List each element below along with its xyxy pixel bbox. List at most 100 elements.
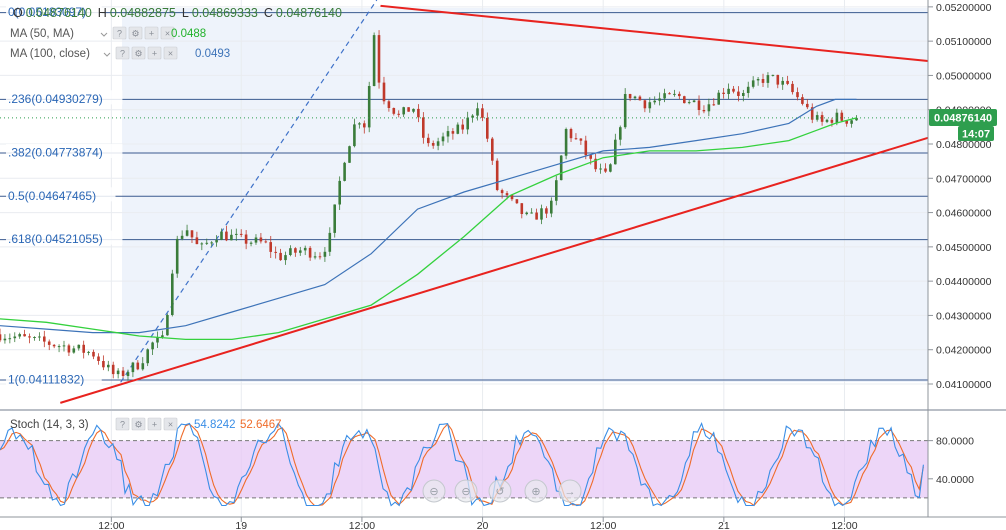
price-axis-background [929, 0, 1006, 408]
stoch-legend-buttons[interactable]: ? ⚙ + × [115, 417, 178, 431]
candle-body [732, 88, 735, 92]
price-axis-label: 0.04700000 [936, 173, 992, 185]
high-value: 0.04882875 [110, 6, 176, 20]
ma50-legend-label: MA (50, MA) [10, 28, 74, 40]
legend-mini-button[interactable] [112, 26, 127, 40]
candle-body [555, 180, 558, 201]
candle-body [663, 93, 666, 99]
candle-body [633, 96, 637, 99]
candle-body [57, 346, 61, 348]
candle-body [62, 345, 66, 347]
price-axis-label: 0.04300000 [936, 310, 992, 322]
candle-body [171, 273, 174, 315]
countdown-value: 14:07 [962, 129, 990, 141]
legend-mini-button[interactable] [144, 26, 159, 40]
legend-mini-button[interactable] [147, 417, 162, 431]
candle-body [441, 136, 445, 142]
candle-body [318, 256, 322, 258]
time-axis-label: 19 [235, 520, 247, 530]
toolbar-round-button[interactable] [454, 479, 478, 503]
candle-body [746, 86, 750, 93]
legend-mini-button[interactable] [163, 417, 178, 431]
candle-body [446, 131, 450, 137]
low-value: 0.04869333 [192, 6, 258, 20]
candle-body [0, 334, 2, 341]
candle-body [67, 345, 71, 353]
candle-body [3, 338, 7, 341]
toolbar-round-button[interactable] [488, 479, 512, 503]
candle-body [604, 168, 607, 172]
price-axis-label: 0.05200000 [936, 2, 992, 14]
candle-body [840, 112, 844, 121]
legend-button-icon: + [152, 49, 157, 59]
toolbar-round-button[interactable] [524, 479, 548, 503]
legend-mini-button[interactable] [163, 46, 178, 60]
candle-body [697, 100, 701, 110]
fib-level-labels: 0(0.05183097) .236(0.04930279) .382(0.0477… [6, 3, 123, 386]
candle-body [303, 247, 307, 251]
candle-body [422, 117, 425, 138]
time-axis-label: 21 [718, 520, 730, 530]
moving-average-lines [0, 98, 928, 341]
legend-mini-button[interactable] [115, 46, 130, 60]
last-price-badge: 0.04876140 14:07 [929, 109, 997, 141]
legend-mini-button[interactable] [147, 46, 162, 60]
legend-mini-button[interactable] [131, 46, 146, 60]
candle-body [495, 160, 499, 190]
fib-label-bg [6, 90, 123, 105]
candle-body [722, 92, 725, 94]
candle-body [239, 233, 243, 235]
candle-body [668, 93, 671, 95]
candle-body [407, 107, 410, 112]
candle-body [609, 164, 612, 172]
fib-label-bg [6, 230, 123, 245]
ma50-legend[interactable]: MA (50, MA) ? ⚙ + × 0.0488 [10, 26, 206, 40]
chevron-down-icon [100, 32, 108, 37]
candle-body [215, 239, 218, 243]
fib-anchor-line [120, 0, 378, 383]
stoch-legend[interactable]: Stoch (14, 3, 3) ? ⚙ + × 54.8242 52.6467 [10, 417, 282, 431]
candle-body [653, 100, 656, 103]
low-label: L [182, 6, 189, 20]
ma100-legend-buttons[interactable]: ? ⚙ + × [103, 46, 178, 60]
price-axis-label: 0.04600000 [936, 208, 992, 220]
candle-body [559, 155, 563, 181]
open-value: 0.04876140 [26, 6, 92, 20]
candle-body [466, 117, 469, 130]
candle-body [751, 80, 755, 87]
legend-mini-button[interactable] [160, 26, 175, 40]
candle-body [38, 336, 41, 338]
candle-body [628, 94, 632, 99]
candle-body [230, 234, 233, 241]
stoch-axis-label: 40.0000 [936, 474, 974, 486]
candle-body [28, 336, 31, 338]
candle-body [353, 124, 356, 147]
ma100-legend[interactable]: MA (100, close) ? ⚙ + × 0.0493 [10, 46, 230, 60]
time-axis[interactable]: 12:00 19 12:00 20 12:00 21 12:00 [98, 517, 858, 530]
candle-body [249, 242, 253, 244]
legend-mini-button[interactable] [131, 417, 146, 431]
stoch-legend-label: Stoch (14, 3, 3) [10, 419, 89, 431]
last-price-value: 0.04876140 [934, 113, 992, 125]
candle-body [141, 363, 145, 370]
fib-level-label: 0.5(0.04647465) [8, 189, 96, 203]
legend-mini-button[interactable] [115, 417, 130, 431]
toolbar-round-button[interactable] [422, 479, 446, 503]
toolbar-round-button[interactable] [558, 479, 582, 503]
time-axis-label: 20 [477, 520, 489, 530]
price-axis-label: 0.04800000 [936, 139, 992, 151]
candle-body [338, 180, 341, 205]
candle-body [166, 315, 169, 336]
legend-mini-button[interactable] [128, 26, 143, 40]
candle-body [367, 86, 371, 128]
candle-body [623, 94, 627, 128]
chart-floating-toolbar[interactable]: ⊖ ⊖ ↺ ⊕ → [422, 479, 582, 503]
candle-body [397, 113, 400, 115]
stoch-axis[interactable]: 80.0000 40.0000 [928, 436, 974, 486]
candle-body [569, 129, 573, 139]
ma50-legend-buttons[interactable]: ? ⚙ + × [100, 26, 175, 40]
price-axis[interactable]: 0.052000000.051000000.050000000.04900000… [928, 0, 1006, 408]
